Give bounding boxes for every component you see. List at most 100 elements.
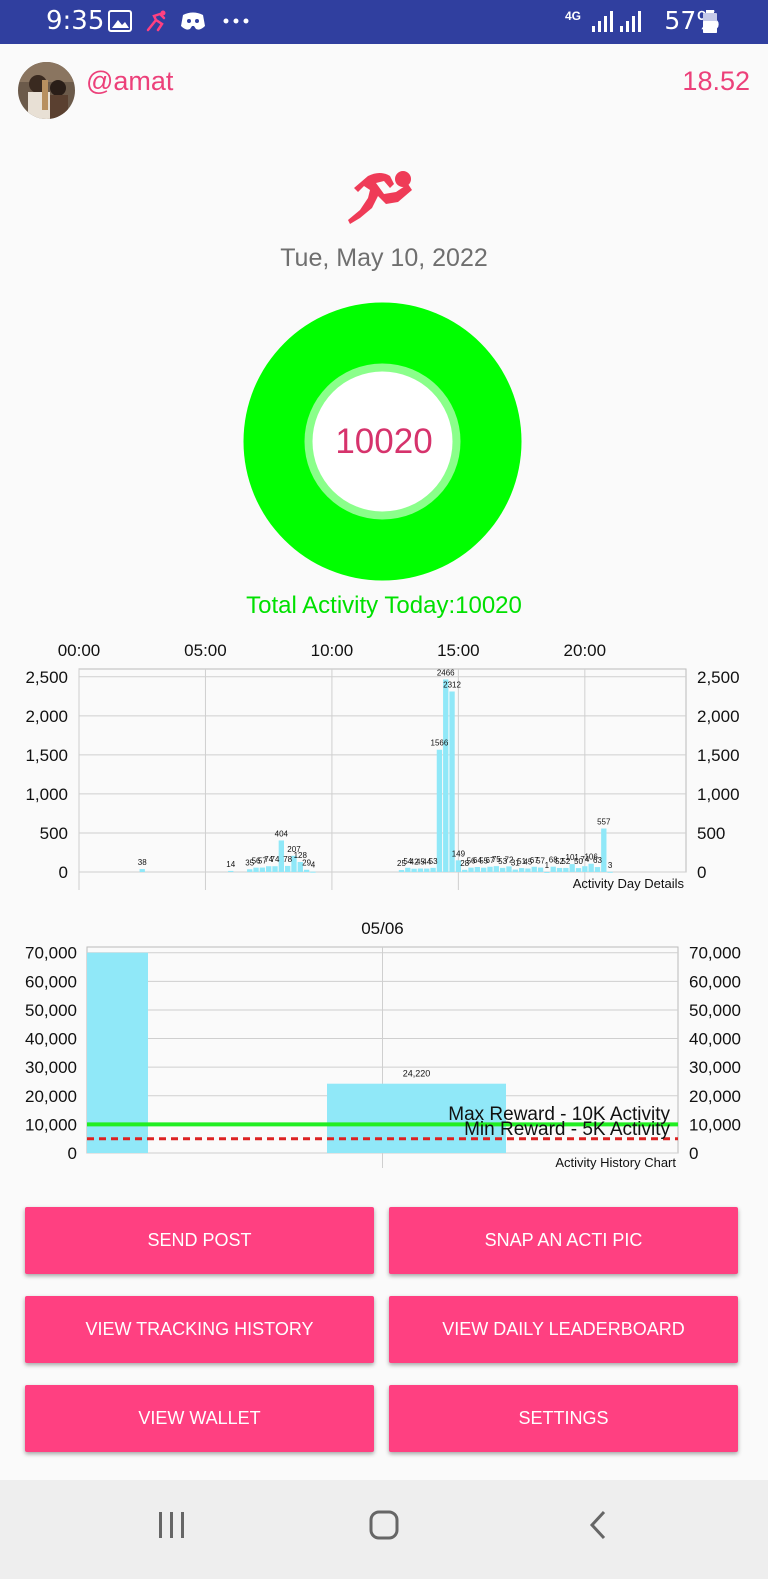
day-x-tick: 05:00 bbox=[184, 641, 227, 660]
day-bar-label: 1 bbox=[545, 861, 550, 870]
day-bar bbox=[506, 866, 512, 872]
day-y-tick-left: 1,500 bbox=[25, 746, 68, 765]
day-bar-label: 64 bbox=[473, 856, 482, 865]
home-icon[interactable] bbox=[368, 1509, 400, 1541]
day-bar bbox=[424, 868, 430, 872]
day-bar-label: 63 bbox=[593, 856, 602, 865]
avatar[interactable] bbox=[18, 62, 75, 119]
runner-notification-icon bbox=[146, 10, 166, 32]
discord-icon bbox=[181, 12, 205, 30]
day-bar-label: 50 bbox=[574, 857, 583, 866]
day-bar-label: 128 bbox=[294, 851, 308, 860]
total-activity-label: Total Activity Today:10020 bbox=[246, 592, 522, 619]
day-bar bbox=[556, 867, 563, 872]
day-bar bbox=[569, 864, 575, 872]
history-y-tick-right: 20,000 bbox=[689, 1087, 741, 1106]
day-chart-labels: 0 0 500 500 1,000 1,000 1,500 1,500 2,000 2,000 2,… bbox=[25, 641, 739, 891]
day-y-tick-left: 500 bbox=[40, 824, 68, 843]
snap-pic-button[interactable]: SNAP AN ACTI PIC bbox=[389, 1207, 738, 1274]
day-bar-label: 52 bbox=[561, 857, 570, 866]
day-bar bbox=[303, 869, 310, 872]
day-bar-label: 14 bbox=[226, 860, 235, 869]
history-y-tick-left: 60,000 bbox=[25, 972, 77, 991]
day-bar-label: 67 bbox=[486, 856, 495, 865]
day-bar bbox=[544, 871, 550, 873]
send-post-button[interactable]: SEND POST bbox=[25, 1207, 374, 1274]
activity-day-chart: 0 0 500 500 1,000 1,000 1,500 1,500 2,000 2,000 2,… bbox=[25, 641, 739, 891]
history-y-tick-left: 20,000 bbox=[25, 1087, 77, 1106]
day-bar bbox=[594, 867, 601, 872]
username[interactable]: @amat bbox=[86, 66, 174, 96]
view-tracking-history-button[interactable]: VIEW TRACKING HISTORY bbox=[25, 1296, 374, 1363]
day-bar-label: 557 bbox=[597, 818, 611, 827]
day-bar bbox=[405, 867, 411, 872]
history-x-tick: 05/06 bbox=[361, 919, 404, 938]
history-y-tick-left: 40,000 bbox=[25, 1030, 77, 1049]
profile-header: @amat 18.52 bbox=[0, 44, 768, 120]
recent-apps-icon[interactable] bbox=[156, 1510, 188, 1540]
history-y-tick-left: 50,000 bbox=[25, 1001, 77, 1020]
day-bar-label: 72 bbox=[505, 855, 514, 864]
status-time: 9:35 bbox=[46, 6, 105, 36]
status-bar: 9:35 4G 57% bbox=[0, 0, 768, 44]
day-bar bbox=[443, 679, 449, 872]
day-bar bbox=[310, 871, 316, 873]
day-bar-label: 42 bbox=[410, 858, 419, 867]
history-chart-title: Activity History Chart bbox=[555, 1155, 676, 1170]
history-y-tick-left: 70,000 bbox=[25, 944, 77, 963]
history-bar bbox=[327, 1083, 506, 1153]
day-bar-label: 53 bbox=[429, 857, 438, 866]
day-y-tick-right: 1,000 bbox=[697, 785, 740, 804]
day-bar-label: 2312 bbox=[443, 680, 461, 689]
day-bar bbox=[481, 867, 487, 872]
history-y-tick-right: 50,000 bbox=[689, 1001, 741, 1020]
activity-history-chart: 0 0 10,000 10,000 20,000 20,000 30,000 30,000 40… bbox=[25, 919, 741, 1170]
day-bar bbox=[436, 749, 443, 872]
history-chart-reference-lines bbox=[87, 1122, 678, 1141]
day-bar-label: 74 bbox=[264, 855, 273, 864]
day-bar-label: 68 bbox=[549, 856, 558, 865]
day-x-tick: 20:00 bbox=[564, 641, 607, 660]
day-bar bbox=[462, 869, 468, 872]
back-icon[interactable] bbox=[586, 1509, 610, 1541]
day-bar-label: 149 bbox=[452, 849, 466, 858]
day-bar-label: 29 bbox=[302, 859, 311, 868]
day-bar-label: 28 bbox=[460, 859, 469, 868]
day-bar bbox=[487, 866, 493, 872]
day-y-tick-right: 2,000 bbox=[697, 707, 740, 726]
day-bar-label: 106 bbox=[584, 853, 598, 862]
history-bar bbox=[87, 952, 148, 1153]
day-bar-label: 54 bbox=[403, 857, 412, 866]
day-bar bbox=[411, 868, 417, 872]
day-chart-frame bbox=[78, 668, 687, 873]
day-bar-label: 38 bbox=[138, 858, 147, 867]
day-bar-label: 57 bbox=[536, 857, 545, 866]
activity-date: Tue, May 10, 2022 bbox=[280, 244, 488, 272]
day-bar bbox=[449, 691, 455, 872]
day-y-tick-right: 2,500 bbox=[697, 668, 740, 687]
day-bar bbox=[474, 867, 481, 872]
day-bar-label: 51 bbox=[517, 857, 526, 866]
history-y-tick-right: 60,000 bbox=[689, 972, 741, 991]
day-bar-label: 56 bbox=[467, 857, 476, 866]
history-chart-bars bbox=[87, 952, 506, 1153]
day-bar-label: 4 bbox=[311, 861, 316, 870]
battery-icon bbox=[703, 10, 717, 33]
day-y-tick-left: 0 bbox=[59, 863, 68, 882]
day-bar bbox=[512, 869, 518, 872]
history-y-tick-right: 30,000 bbox=[689, 1058, 741, 1077]
day-bar-label: 1566 bbox=[431, 739, 449, 748]
day-bar bbox=[563, 867, 569, 872]
day-bar-label: 35 bbox=[245, 858, 254, 867]
day-chart-bars bbox=[139, 679, 613, 873]
day-y-tick-left: 1,000 bbox=[25, 785, 68, 804]
day-bar-label: 2466 bbox=[437, 668, 455, 677]
day-bar-label: 3 bbox=[608, 861, 613, 870]
day-bar bbox=[259, 867, 266, 872]
day-bar bbox=[493, 866, 499, 872]
view-wallet-button[interactable]: VIEW WALLET bbox=[25, 1385, 374, 1452]
settings-button[interactable]: SETTINGS bbox=[389, 1385, 738, 1452]
day-bar bbox=[253, 867, 259, 872]
view-daily-leaderboard-button[interactable]: VIEW DAILY LEADERBOARD bbox=[389, 1296, 738, 1363]
day-bar-label: 31 bbox=[511, 859, 520, 868]
